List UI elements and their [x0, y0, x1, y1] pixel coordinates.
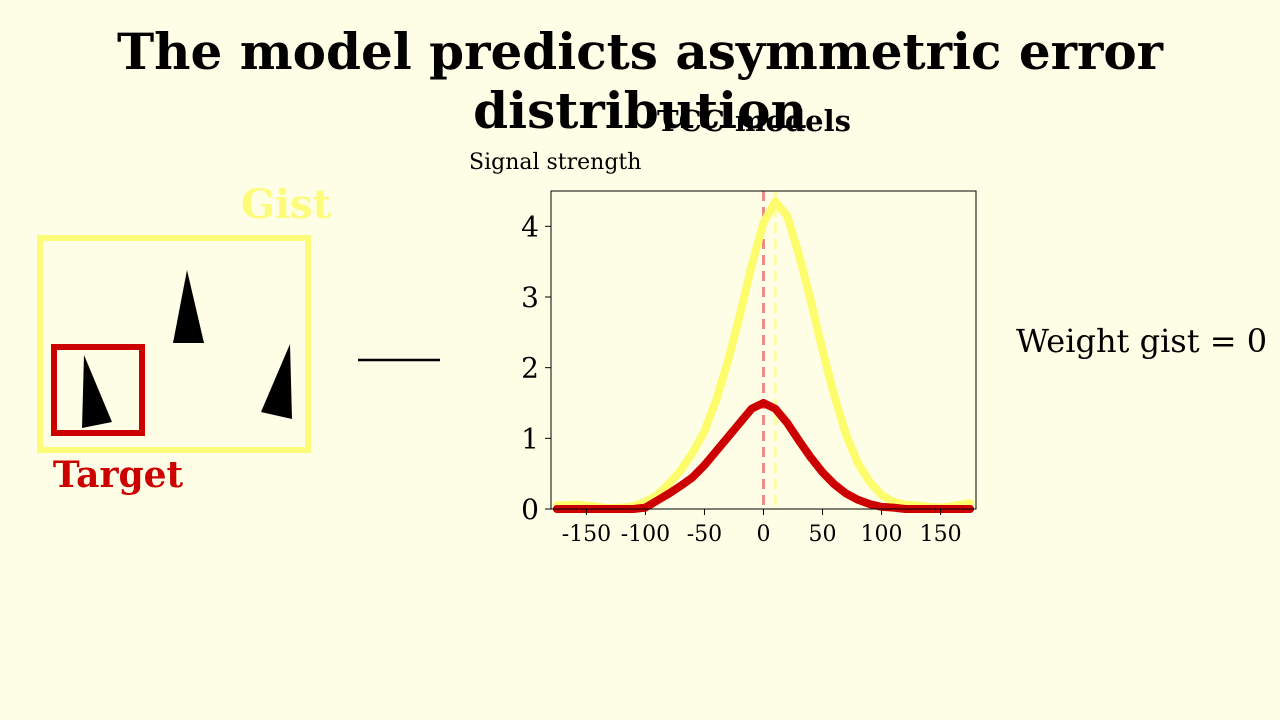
x-tick-label: 50 — [809, 522, 837, 547]
y-tick-label: 3 — [521, 281, 539, 314]
y-tick-label: 1 — [521, 422, 539, 455]
slide-title: The model predicts asymmetric error dist… — [116, 22, 1164, 140]
x-tick-label: 100 — [861, 522, 903, 547]
gist-label: Gist — [241, 181, 332, 228]
y-tick-label: 0 — [521, 493, 539, 526]
tcc-chart: TCC models Signal strength -150 -100 -50 0 5… — [469, 104, 977, 547]
x-tick-label: -150 — [562, 522, 611, 547]
x-tick-label: -100 — [621, 522, 670, 547]
x-tick-label: 150 — [920, 522, 962, 547]
triangle-stimulus-right — [261, 344, 292, 419]
target-label: Target — [53, 454, 184, 496]
y-axis-label: Signal strength — [469, 150, 641, 175]
triangle-stimulus-top — [173, 270, 204, 343]
triangle-stimulus-target — [82, 355, 112, 428]
x-tick-label: 0 — [757, 522, 771, 547]
weight-gist-label: Weight gist = 0 — [1016, 322, 1268, 360]
y-tick-label: 2 — [521, 352, 539, 385]
gist-target-diagram: Gist Target — [37, 181, 440, 496]
y-tick-label: 4 — [521, 210, 539, 243]
plot-frame — [550, 190, 977, 510]
gist-frame — [37, 235, 311, 453]
chart-title: TCC models — [657, 104, 851, 138]
x-tick-label: -50 — [687, 522, 722, 547]
target-frame — [51, 344, 145, 436]
